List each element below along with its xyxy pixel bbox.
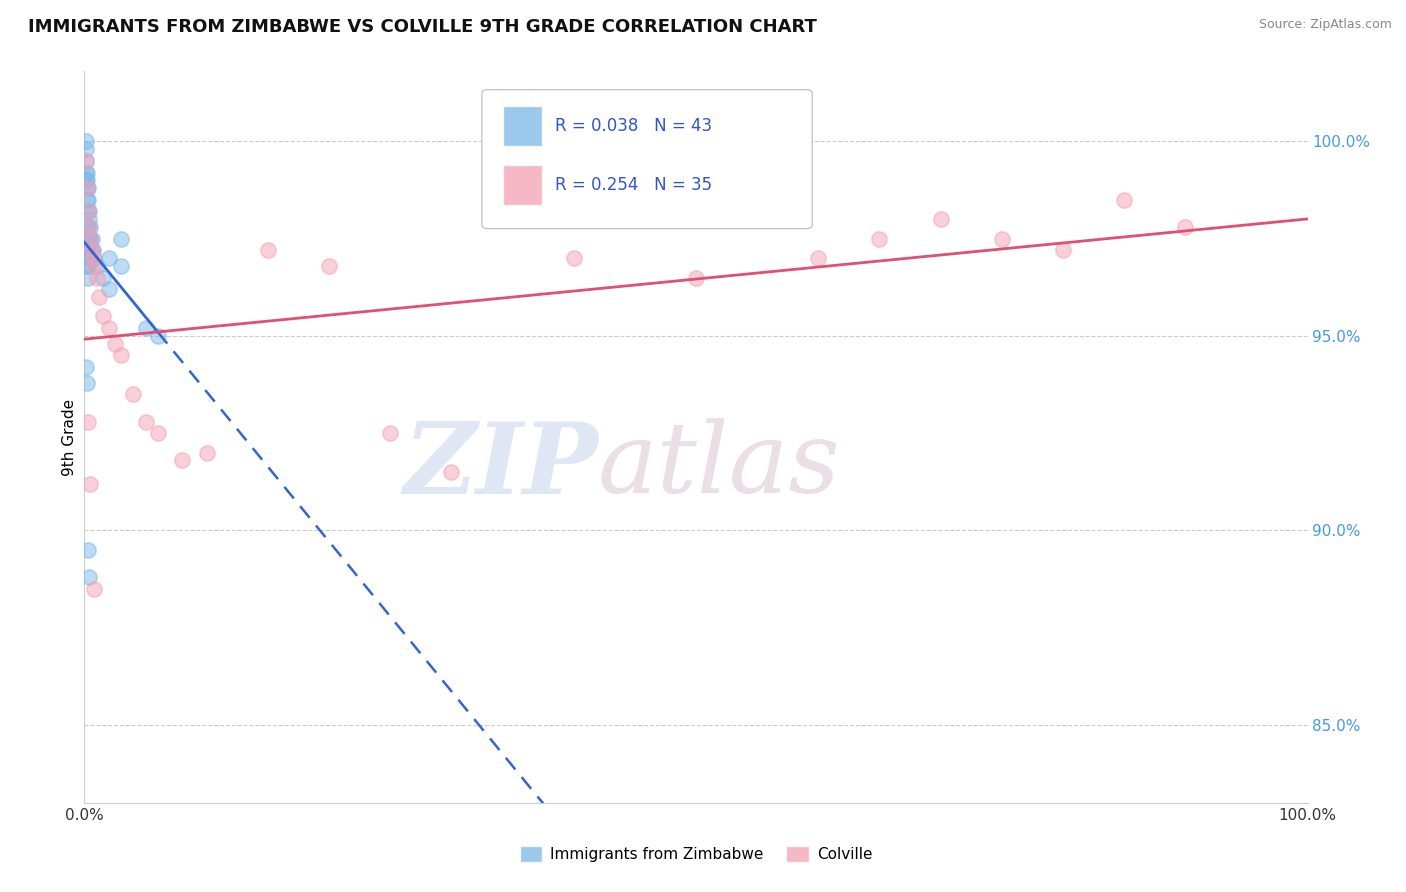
Point: [82, 251, 104, 265]
Point: [77, 219, 100, 234]
Point: [380, 426, 402, 441]
Point: [83, 251, 105, 265]
Point: [1114, 193, 1136, 207]
Point: [87, 290, 110, 304]
Point: [110, 232, 132, 246]
Point: [77, 251, 100, 265]
Point: [79, 232, 101, 246]
Point: [77, 181, 100, 195]
Point: [562, 251, 585, 265]
Point: [77, 244, 100, 258]
Point: [77, 232, 100, 246]
Point: [991, 232, 1014, 246]
Point: [80, 244, 103, 258]
Point: [172, 453, 194, 467]
Point: [75, 135, 97, 149]
Point: [1052, 244, 1074, 258]
Point: [257, 244, 280, 258]
Point: [77, 232, 100, 246]
Point: [110, 348, 132, 362]
Point: [77, 212, 100, 227]
Point: [80, 244, 103, 258]
Point: [110, 259, 132, 273]
Point: [440, 465, 463, 479]
Point: [91, 270, 114, 285]
Text: Source: ZipAtlas.com: Source: ZipAtlas.com: [1258, 18, 1392, 31]
Point: [75, 359, 97, 374]
Point: [79, 232, 101, 246]
Point: [86, 270, 108, 285]
Point: [97, 321, 120, 335]
Point: [80, 232, 103, 246]
FancyBboxPatch shape: [503, 165, 541, 205]
Point: [86, 259, 108, 273]
Legend: Immigrants from Zimbabwe, Colville: Immigrants from Zimbabwe, Colville: [513, 840, 879, 868]
Point: [76, 219, 98, 234]
Point: [76, 165, 98, 179]
Point: [91, 310, 114, 324]
Point: [146, 426, 169, 441]
Point: [77, 570, 100, 584]
Point: [122, 387, 145, 401]
Point: [77, 204, 100, 219]
Point: [77, 219, 100, 234]
Point: [318, 259, 340, 273]
Point: [76, 376, 98, 390]
Point: [77, 270, 100, 285]
Point: [807, 251, 830, 265]
Point: [75, 173, 97, 187]
Point: [135, 415, 157, 429]
Point: [76, 173, 98, 187]
Point: [77, 204, 100, 219]
Text: atlas: atlas: [598, 418, 841, 514]
Point: [83, 582, 105, 596]
Point: [77, 204, 100, 219]
Point: [75, 153, 97, 168]
Point: [76, 181, 98, 195]
Point: [1174, 219, 1197, 234]
FancyBboxPatch shape: [503, 106, 541, 146]
Point: [685, 270, 707, 285]
Point: [146, 329, 169, 343]
Point: [82, 244, 104, 258]
Text: ZIP: ZIP: [404, 418, 598, 515]
Point: [79, 219, 101, 234]
Point: [76, 181, 98, 195]
FancyBboxPatch shape: [482, 89, 813, 228]
Point: [75, 153, 97, 168]
Point: [83, 259, 105, 273]
Point: [79, 476, 101, 491]
Point: [76, 193, 98, 207]
Point: [75, 165, 97, 179]
Y-axis label: 9th Grade: 9th Grade: [62, 399, 77, 475]
Point: [77, 542, 100, 557]
Point: [104, 336, 127, 351]
Point: [97, 251, 120, 265]
Point: [929, 212, 952, 227]
Text: IMMIGRANTS FROM ZIMBABWE VS COLVILLE 9TH GRADE CORRELATION CHART: IMMIGRANTS FROM ZIMBABWE VS COLVILLE 9TH…: [28, 18, 817, 36]
Point: [77, 415, 100, 429]
Text: R = 0.038   N = 43: R = 0.038 N = 43: [555, 117, 713, 136]
Point: [79, 251, 101, 265]
Point: [77, 259, 100, 273]
Point: [76, 244, 98, 258]
Point: [97, 282, 120, 296]
Point: [195, 445, 218, 459]
Point: [135, 321, 157, 335]
Point: [77, 193, 100, 207]
Point: [76, 259, 98, 273]
Text: R = 0.254   N = 35: R = 0.254 N = 35: [555, 176, 713, 194]
Point: [869, 232, 891, 246]
Point: [75, 142, 97, 156]
